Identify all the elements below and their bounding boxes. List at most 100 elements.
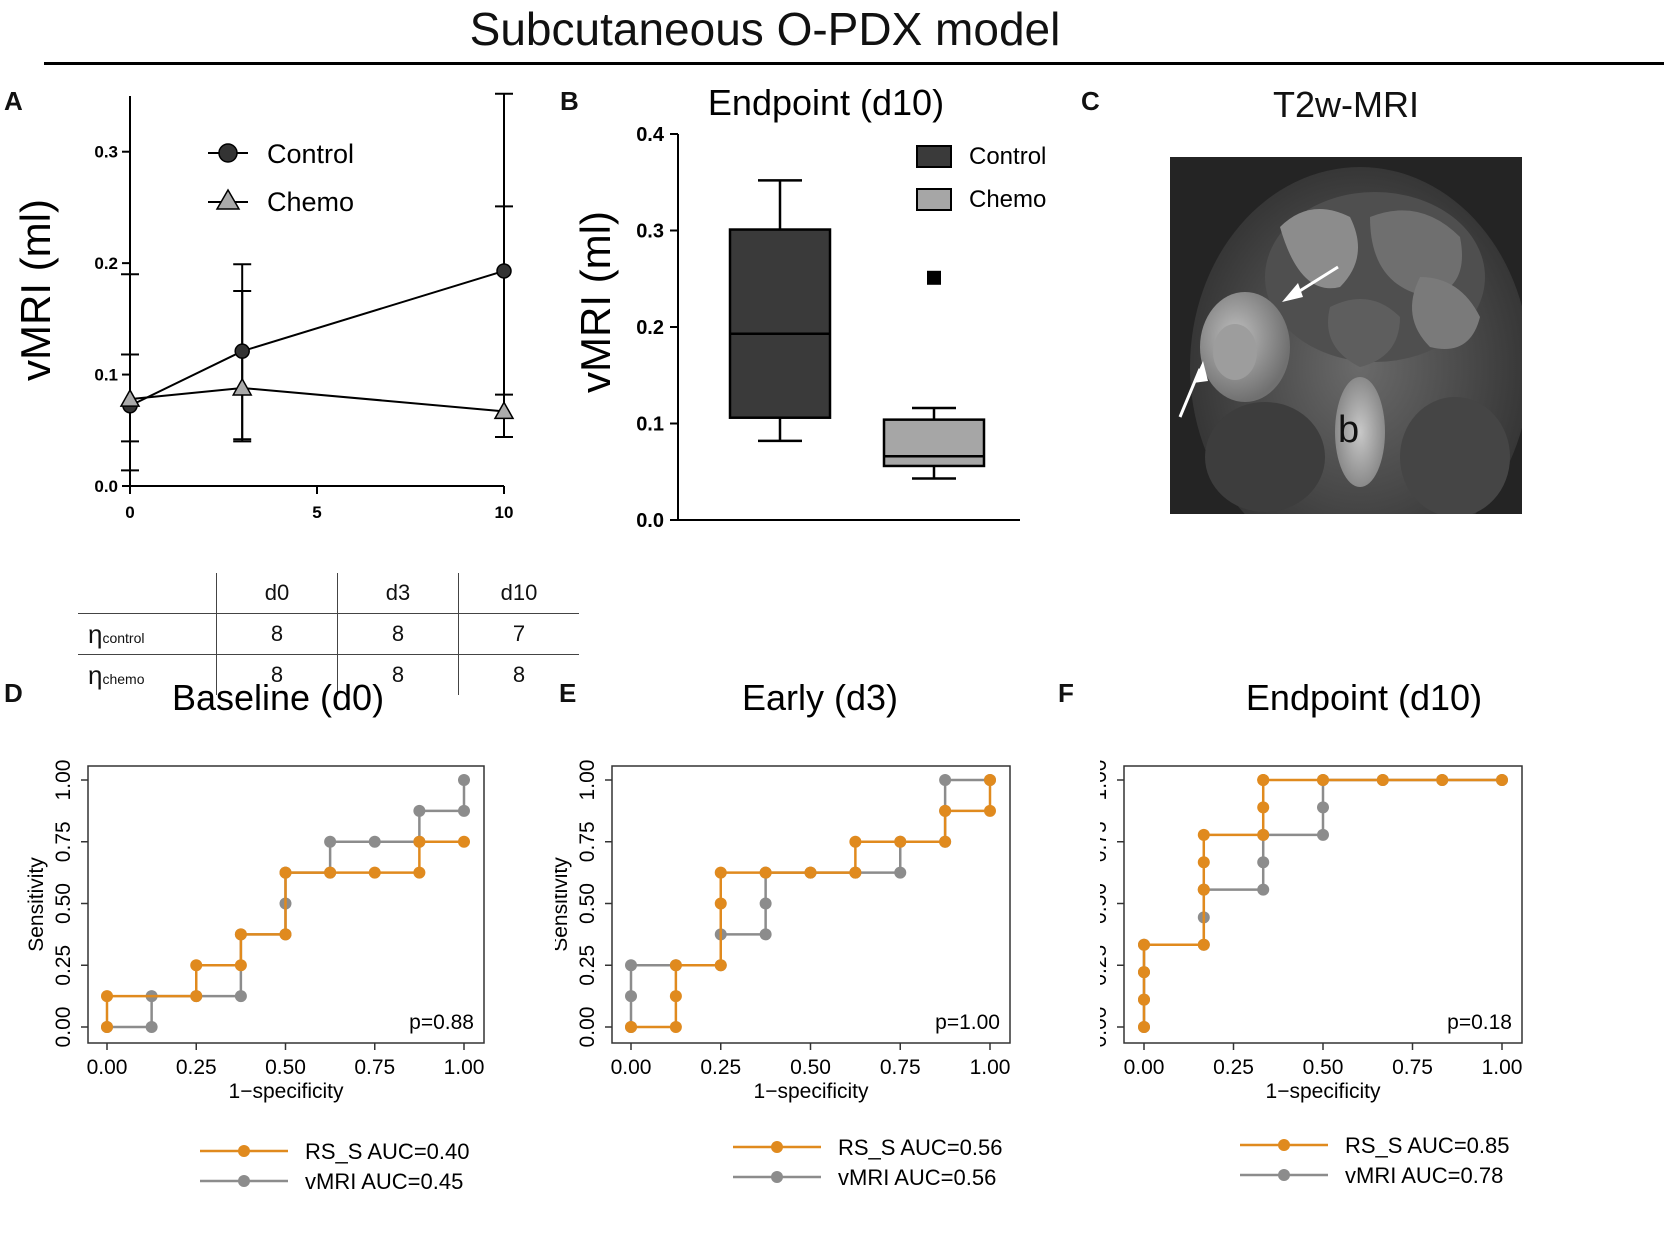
roc-point-rs-s — [669, 959, 682, 972]
roc-point-vmri — [759, 928, 772, 941]
roc-point-rs-s — [1138, 966, 1150, 979]
roc-point-vmri — [625, 959, 637, 972]
roc-point-vmri — [458, 774, 470, 786]
roc-point-rs-s — [368, 866, 381, 879]
x-tick-label: 0.50 — [265, 1056, 306, 1079]
row-label-control: ηcontrol — [78, 613, 217, 655]
roc-point-rs-s — [279, 866, 292, 879]
data-point-control — [234, 343, 250, 359]
y-tick-label: 0.0 — [636, 510, 664, 532]
data-point-chemo — [119, 388, 141, 407]
y-tick-label: 1.00 — [1100, 760, 1111, 801]
table-row: ηchemo 8 8 8 — [78, 654, 579, 695]
plot-frame — [611, 765, 1011, 1044]
legend-swatch-control — [916, 145, 952, 168]
y-tick-label: 0.2 — [94, 254, 118, 273]
roc-point-rs-s — [190, 959, 203, 972]
chart-d-roc: Baseline (d0) 0.00 0.00 0.25 0.25 0.50 0.50 0.7… — [25, 680, 485, 1194]
y-tick-label: 0.4 — [636, 124, 665, 146]
legend-marker-rs-s — [238, 1145, 250, 1157]
roc-point-rs-s — [759, 866, 772, 879]
roc-point-rs-s — [894, 835, 907, 848]
x-tick-label: 1.00 — [444, 1056, 485, 1079]
roc-point-rs-s — [324, 866, 337, 879]
table-cell: 8 — [458, 654, 579, 695]
roc-point-rs-s — [714, 866, 727, 879]
chart-title: Baseline (d0) — [172, 680, 384, 718]
roc-point-vmri — [1257, 856, 1270, 869]
roc-point-rs-s — [1257, 828, 1270, 841]
roc-point-rs-s — [1376, 774, 1389, 786]
y-tick-label: 1.00 — [52, 760, 75, 801]
legend-label-control: Control — [969, 143, 1046, 170]
roc-point-rs-s — [849, 835, 862, 848]
roc-point-rs-s — [939, 804, 952, 817]
roc-point-rs-s — [1496, 774, 1508, 786]
y-tick-label: 0.75 — [1100, 821, 1111, 862]
roc-point-rs-s — [939, 835, 952, 848]
roc-point-vmri — [1317, 801, 1329, 814]
roc-point-rs-s — [234, 928, 247, 941]
y-tick-label: 0.00 — [576, 1007, 599, 1048]
y-tick-label: 1.00 — [576, 760, 599, 801]
roc-point-vmri — [368, 835, 381, 848]
roc-line-vmri — [629, 778, 990, 1027]
outlier-point-chemo — [927, 270, 941, 285]
roc-point-rs-s — [1197, 856, 1210, 869]
roc-point-rs-s — [984, 774, 996, 786]
x-tick-label: 0 — [125, 503, 134, 522]
data-point-chemo — [231, 377, 253, 396]
legend-marker-rs-s — [771, 1141, 783, 1153]
roc-point-rs-s — [1197, 883, 1210, 896]
x-tick-label: 5 — [312, 503, 321, 522]
roc-point-rs-s — [234, 959, 247, 972]
x-tick-label: 0.25 — [700, 1056, 741, 1079]
x-axis-label: 1−specificity — [754, 1080, 869, 1103]
roc-point-rs-s — [1138, 993, 1150, 1006]
table-header-row: d0 d3 d10 — [78, 573, 579, 614]
y-tick-label: 0.0 — [94, 477, 118, 496]
legend-label-vmri: vMRI AUC=0.45 — [305, 1169, 463, 1194]
x-tick-label: 0.25 — [176, 1056, 217, 1079]
y-tick-label: 0.1 — [636, 414, 664, 436]
x-tick-label: 0.50 — [1303, 1056, 1344, 1079]
x-axis-label: 1−specificity — [229, 1080, 344, 1103]
roc-point-vmri — [458, 804, 470, 817]
x-tick-label: 10 — [495, 503, 514, 522]
roc-point-rs-s — [1197, 938, 1210, 951]
table-cell: 8 — [216, 613, 338, 655]
legend-label-control: Control — [267, 139, 354, 169]
legend-label-chemo: Chemo — [267, 187, 354, 217]
x-tick-label: 0.75 — [880, 1056, 921, 1079]
table-cell: 8 — [216, 654, 338, 695]
chart-e-roc: Early (d3) 0.00 0.00 0.25 0.25 0.50 0.50 0.75 0.… — [555, 680, 1011, 1190]
x-axis-label: 1−specificity — [1266, 1080, 1381, 1103]
x-tick-label: 1.00 — [970, 1056, 1011, 1079]
y-tick-label: 0.25 — [1100, 945, 1111, 986]
roc-point-rs-s — [669, 1021, 682, 1033]
roc-point-rs-s — [279, 928, 292, 941]
roc-point-rs-s — [1257, 801, 1270, 814]
panel-letter-a: A — [4, 86, 23, 116]
roc-point-rs-s — [714, 959, 727, 972]
roc-point-rs-s — [1257, 774, 1270, 786]
y-tick-label: 0.50 — [52, 883, 75, 924]
y-axis-label: Sensitivity — [25, 857, 48, 952]
legend-label-rs-s: RS_S AUC=0.56 — [838, 1135, 1002, 1160]
legend-label-chemo: Chemo — [969, 186, 1046, 213]
bladder-label: b — [1338, 409, 1360, 451]
p-value-label: p=0.88 — [409, 1011, 474, 1034]
legend-swatch-chemo — [916, 188, 952, 211]
roc-point-rs-s — [849, 866, 862, 879]
mri-image: b — [1170, 157, 1522, 514]
table-row: ηcontrol 8 8 7 — [78, 613, 579, 655]
mri-title: T2w-MRI — [1273, 84, 1419, 125]
y-tick-label: 0.3 — [636, 221, 664, 243]
roc-point-vmri — [625, 990, 637, 1003]
x-tick-label: 0.00 — [611, 1056, 652, 1079]
y-tick-label: 0.3 — [94, 143, 118, 162]
roc-line-rs-s — [631, 780, 992, 1029]
roc-line-vmri — [1142, 778, 1502, 1027]
legend-marker-vmri — [1278, 1169, 1290, 1181]
legend-marker-chemo — [215, 188, 241, 210]
